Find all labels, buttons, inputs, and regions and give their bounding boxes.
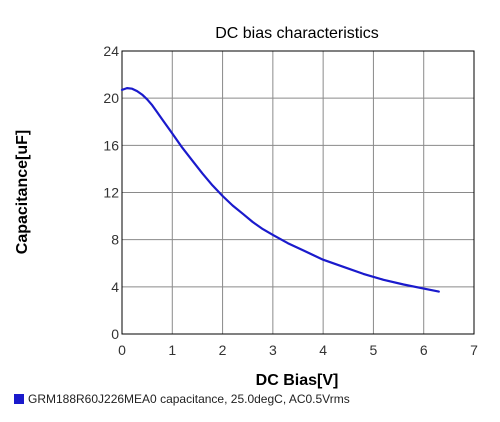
x-tick-label: 2 [219,342,227,358]
plot-frame [121,50,475,335]
y-axis-label: Capacitance[uF] [14,130,31,254]
x-tick-label: 7 [470,342,478,358]
legend: GRM188R60J226MEA0 capacitance, 25.0degC,… [14,391,350,407]
y-tick-label: 12 [103,185,119,201]
y-tick-label: 4 [111,279,119,295]
y-tick-label: 24 [103,43,119,59]
x-tick-label: 6 [420,342,428,358]
x-tick-label: 5 [370,342,378,358]
chart-title: DC bias characteristics [215,25,379,42]
series-line [120,87,440,293]
x-tick-label: 4 [319,342,327,358]
x-axis-label: DC Bias[V] [256,372,339,389]
x-tick-label: 1 [168,342,176,358]
series-layer [120,87,440,293]
legend-swatch [14,394,24,404]
x-tick-label: 0 [118,342,126,358]
x-tick-label: 3 [269,342,277,358]
legend-label: GRM188R60J226MEA0 capacitance, 25.0degC,… [28,392,350,406]
chart-grid [121,50,475,335]
y-tick-label: 0 [111,326,119,342]
y-tick-label: 8 [111,232,119,248]
y-tick-label: 16 [103,137,119,153]
y-tick-label: 20 [103,90,119,106]
